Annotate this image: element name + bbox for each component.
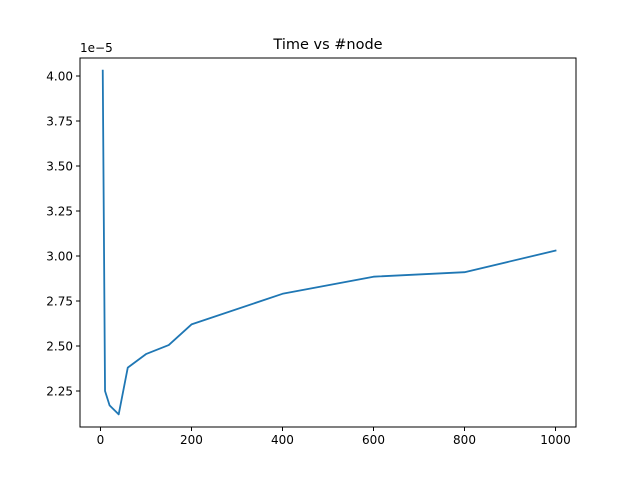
chart-title: Time vs #node [272,37,382,53]
x-tick-label-600: 600 [362,433,385,447]
axes-frame [79,57,577,428]
series-line-0 [101,69,557,416]
plot-area: 0 200 400 600 800 1000 2.25 2.50 2.75 3.00 3.25 3.5… [46,70,571,448]
y-tick-label-2.50: 2.50 [46,340,73,354]
x-tick-label-1000: 1000 [540,433,571,447]
y-tick-label-2.75: 2.75 [46,295,73,309]
x-tick-label-400: 400 [271,433,294,447]
y-tick-label-3.50: 3.50 [46,160,73,174]
x-tick-label-200: 200 [180,433,203,447]
y-tick-label-4.00: 4.00 [46,70,73,84]
y-tick-label-3.25: 3.25 [46,205,73,219]
x-tick-label-0: 0 [97,433,105,447]
y-tick-label-3.00: 3.00 [46,250,73,264]
y-offset-label: 1e−5 [80,41,113,55]
y-tick-label-2.25: 2.25 [46,385,73,399]
y-tick-label-3.75: 3.75 [46,115,73,129]
x-tick-label-800: 800 [453,433,476,447]
